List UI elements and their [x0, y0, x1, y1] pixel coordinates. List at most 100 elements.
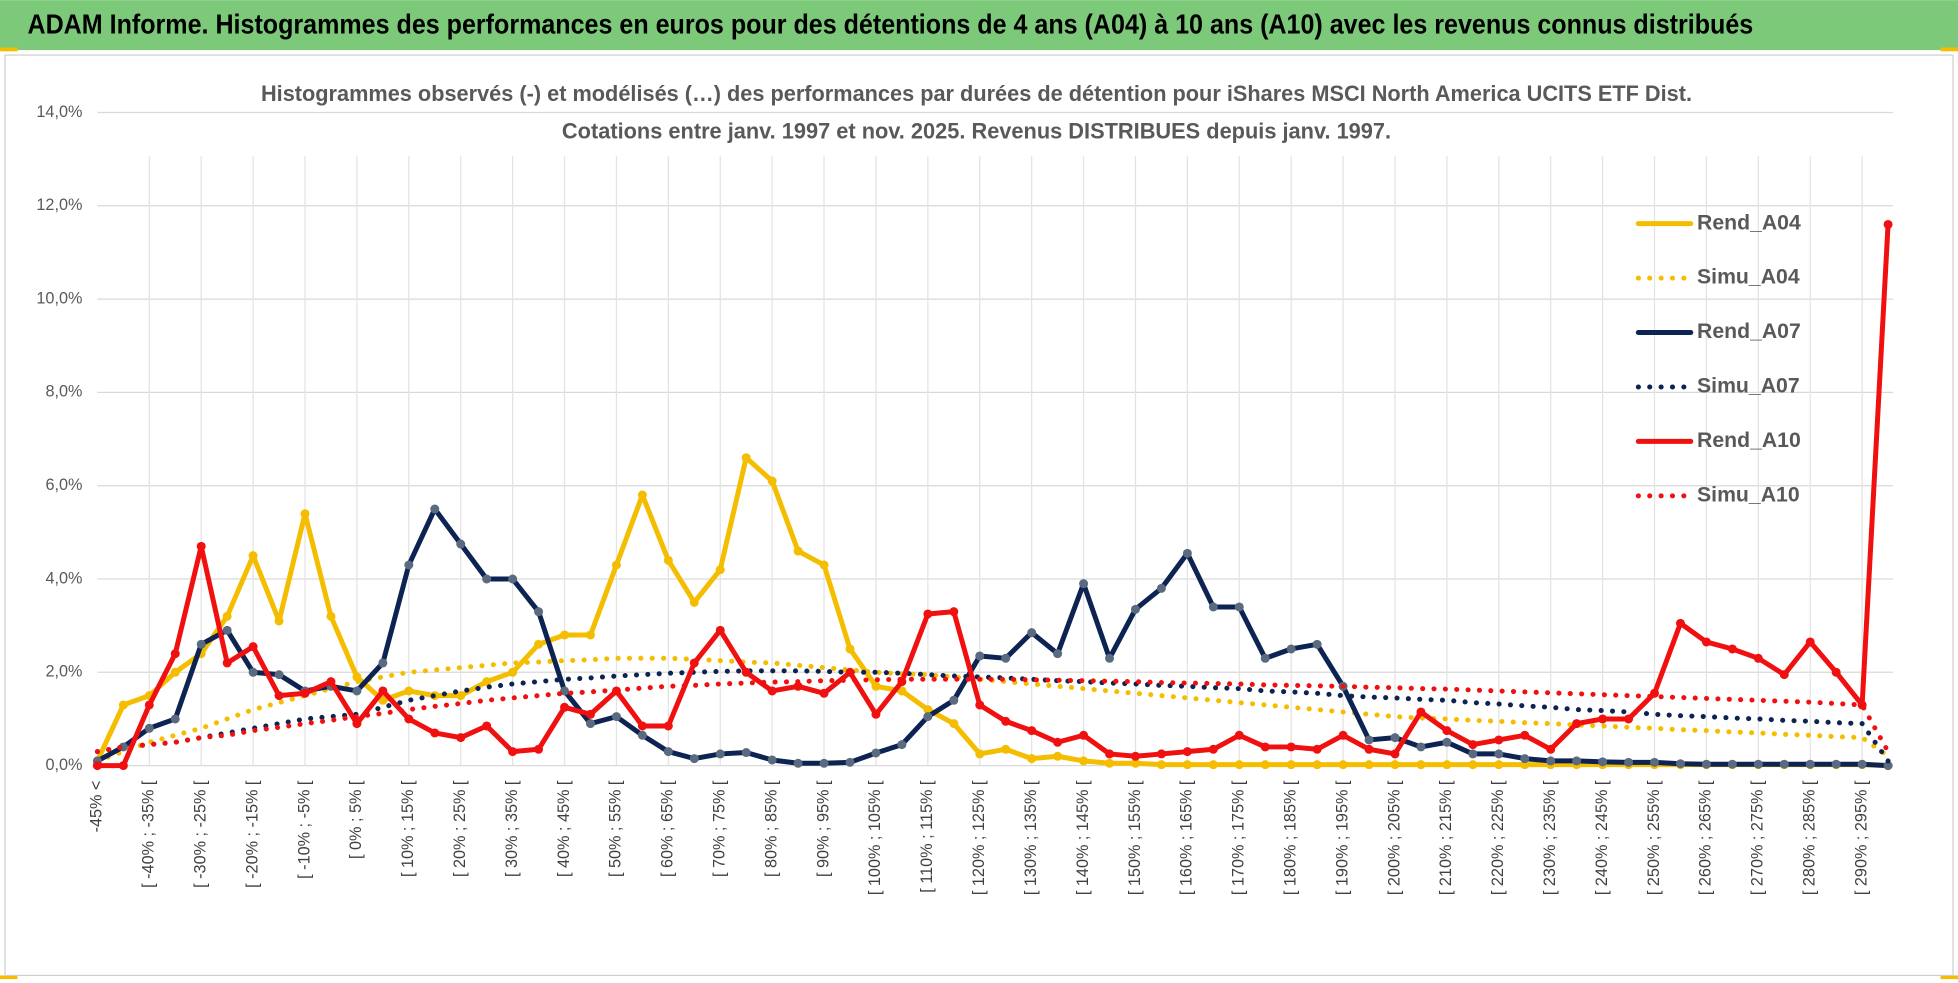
y-tick-label: 14,0% — [36, 103, 82, 121]
y-tick-label: 12,0% — [36, 196, 82, 214]
point — [663, 721, 673, 731]
point — [1753, 653, 1763, 663]
point — [404, 714, 414, 724]
point — [92, 761, 102, 771]
x-tick-label: [ 140% ; 145% [ — [1074, 780, 1092, 895]
point — [637, 730, 647, 740]
point — [378, 686, 388, 696]
point — [248, 551, 258, 561]
point — [819, 758, 829, 768]
point — [689, 658, 699, 668]
point — [1105, 749, 1115, 759]
x-tick-label: [ 100% ; 105% [ — [866, 780, 884, 895]
point — [1208, 744, 1218, 754]
point — [274, 691, 284, 701]
point — [1468, 760, 1478, 770]
x-tick-label: [ 200% ; 205% [ — [1385, 780, 1403, 895]
x-tick-label: [ -30% ; -25% [ — [191, 780, 209, 888]
point — [560, 630, 570, 640]
point — [871, 681, 881, 691]
point — [1001, 744, 1011, 754]
x-tick-label: [ 60% ; 65% [ — [659, 780, 677, 877]
point — [1624, 714, 1634, 724]
point — [1390, 760, 1400, 770]
point — [1779, 759, 1789, 769]
point — [1442, 726, 1452, 736]
point — [1572, 719, 1582, 729]
point — [1494, 735, 1504, 745]
point — [1338, 730, 1348, 740]
point — [1260, 760, 1270, 770]
corner — [1940, 47, 1958, 52]
corner — [0, 47, 18, 52]
grid: 0,0% 2,0% 4,0% 6,0% 8,0% 10,0% 12,0% 14,0% -45% … — [36, 103, 1894, 895]
point — [248, 642, 258, 652]
point — [689, 597, 699, 607]
point — [274, 670, 284, 680]
point — [1208, 602, 1218, 612]
point — [1883, 219, 1893, 229]
point — [430, 504, 440, 514]
point — [1701, 637, 1711, 647]
point — [1312, 760, 1322, 770]
point — [949, 695, 959, 705]
x-tick-label: [ 190% ; 195% [ — [1333, 780, 1351, 895]
point — [534, 744, 544, 754]
point — [1027, 726, 1037, 736]
point — [1442, 737, 1452, 747]
point — [170, 649, 180, 659]
point — [1364, 760, 1374, 770]
chart-title: Histogrammes observés (-) et modélisés (… — [261, 81, 1692, 106]
point — [1701, 759, 1711, 769]
point — [1079, 579, 1089, 589]
x-tick-label: [ 220% ; 225% [ — [1489, 780, 1507, 895]
point — [1156, 583, 1166, 593]
point — [1442, 760, 1452, 770]
point — [1156, 749, 1166, 759]
point — [456, 539, 466, 549]
point — [845, 757, 855, 767]
point — [222, 625, 232, 635]
point — [1468, 749, 1478, 759]
series-line — [94, 221, 1891, 769]
x-tick-label: [ 10% ; 15% [ — [399, 780, 417, 877]
point — [508, 747, 518, 757]
point — [949, 607, 959, 617]
point — [793, 546, 803, 556]
point — [975, 700, 985, 710]
x-tick-label: [ 0% ; 5% [ — [347, 780, 365, 859]
point — [1079, 756, 1089, 766]
point — [1286, 742, 1296, 752]
point — [1416, 707, 1426, 717]
point — [1234, 760, 1244, 770]
point — [326, 611, 336, 621]
point — [741, 748, 751, 758]
point — [1650, 688, 1660, 698]
point — [508, 667, 518, 677]
point — [1105, 653, 1115, 663]
point — [1027, 628, 1037, 638]
point — [819, 688, 829, 698]
legend-label: Simu_A04 — [1697, 266, 1800, 289]
point — [378, 658, 388, 668]
x-tick-label: [ 180% ; 185% [ — [1281, 780, 1299, 895]
point — [819, 560, 829, 570]
point — [1883, 761, 1893, 771]
point — [1130, 604, 1140, 614]
point — [144, 723, 154, 733]
x-tick-label: -45% < — [88, 781, 106, 833]
point — [741, 667, 751, 677]
point — [1520, 754, 1530, 764]
point — [248, 667, 258, 677]
point — [871, 709, 881, 719]
point — [1156, 760, 1166, 770]
point — [404, 686, 414, 696]
point — [482, 677, 492, 687]
x-tick-label: [ 40% ; 45% [ — [555, 780, 573, 877]
y-tick-label: 10,0% — [36, 289, 82, 307]
point — [689, 754, 699, 764]
point — [845, 644, 855, 654]
x-tick-label: [ 250% ; 255% [ — [1645, 780, 1663, 895]
point — [1001, 653, 1011, 663]
